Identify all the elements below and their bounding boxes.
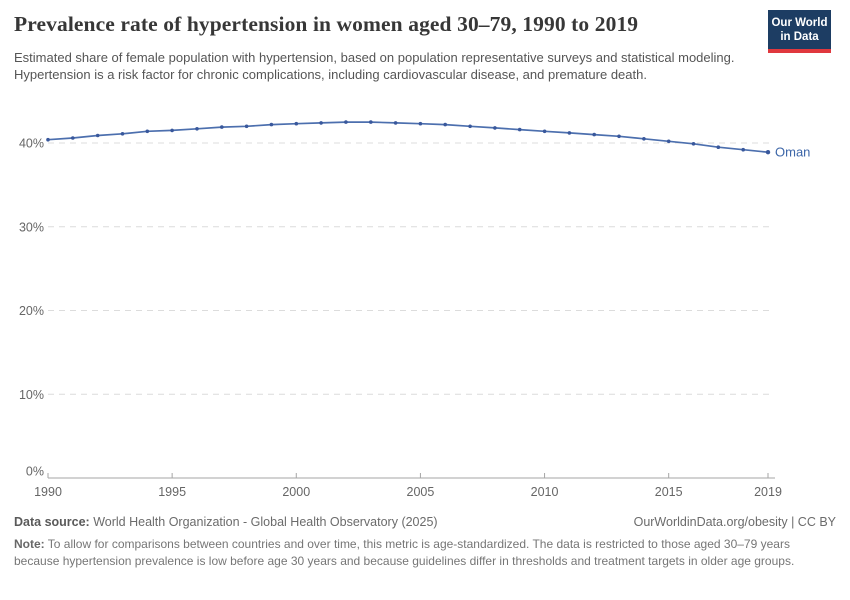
data-point-2000 — [294, 121, 299, 126]
data-point-2014 — [642, 137, 646, 141]
data-source: Data source: World Health Organization -… — [14, 515, 438, 529]
owid-logo-line1: Our World — [771, 17, 828, 29]
data-point-2017 — [716, 145, 721, 149]
x-axis-label-2010: 2010 — [531, 485, 559, 499]
data-point-1997 — [220, 125, 224, 129]
x-axis-label-2019: 2019 — [754, 485, 782, 499]
chart-subtitle: Estimated share of female population wit… — [14, 50, 735, 82]
data-point-2011 — [567, 131, 572, 135]
data-point-2001 — [319, 121, 323, 125]
x-axis-label-1990: 1990 — [34, 485, 62, 499]
data-point-2008 — [493, 126, 497, 130]
data-point-2010 — [542, 129, 547, 134]
chart-note: Note: To allow for comparisons between c… — [14, 536, 836, 569]
y-axis-label-30: 30% — [19, 220, 44, 234]
data-point-2005 — [418, 121, 423, 126]
y-axis-label-20: 20% — [19, 304, 44, 318]
y-axis-label-40: 40% — [19, 137, 44, 151]
data-point-2019 — [765, 150, 771, 155]
x-axis-label-2005: 2005 — [407, 485, 435, 499]
y-axis-label-0: 0% — [26, 465, 44, 479]
data-source-label: Data source: — [14, 515, 90, 529]
data-point-1992 — [95, 133, 100, 138]
owid-logo[interactable]: Our World in Data — [768, 10, 831, 53]
data-point-1990 — [46, 137, 50, 142]
data-point-2018 — [741, 147, 745, 152]
x-axis-label-2015: 2015 — [655, 485, 683, 499]
source-row: Data source: World Health Organization -… — [14, 515, 836, 529]
data-point-1991 — [71, 136, 75, 140]
x-axis-label-1995: 1995 — [158, 485, 186, 499]
data-point-1996 — [195, 127, 199, 131]
data-point-2009 — [517, 127, 522, 132]
note-text: To allow for comparisons between countri… — [14, 537, 795, 568]
page-title: Prevalence rate of hypertension in women… — [14, 12, 639, 36]
y-axis-label-10: 10% — [19, 388, 44, 402]
data-point-1999 — [269, 122, 274, 127]
credit-link[interactable]: OurWorldinData.org/obesity | CC BY — [633, 515, 836, 529]
series-line-oman[interactable] — [47, 121, 769, 154]
data-point-1994 — [145, 129, 150, 134]
data-point-2003 — [369, 120, 373, 124]
data-point-2016 — [691, 142, 696, 146]
x-axis-label-2000: 2000 — [282, 485, 310, 499]
data-point-2012 — [592, 132, 596, 137]
data-point-2007 — [468, 124, 472, 129]
data-point-1995 — [170, 128, 174, 133]
note-label: Note: — [14, 537, 45, 551]
data-point-2002 — [344, 120, 348, 124]
data-point-2006 — [443, 122, 448, 127]
data-source-text: World Health Organization - Global Healt… — [89, 515, 438, 529]
data-point-2015 — [666, 139, 671, 144]
line-chart: 0% 10% 20% 30% 40% 1990 1995 2000 2005 2010 2015 20… — [19, 120, 810, 499]
series-label-oman[interactable]: Oman — [775, 145, 810, 160]
data-point-1998 — [244, 124, 249, 129]
data-point-2004 — [393, 121, 398, 125]
data-point-1993 — [120, 132, 125, 136]
data-point-2013 — [617, 134, 621, 139]
owid-logo-line2: in Data — [780, 31, 819, 43]
